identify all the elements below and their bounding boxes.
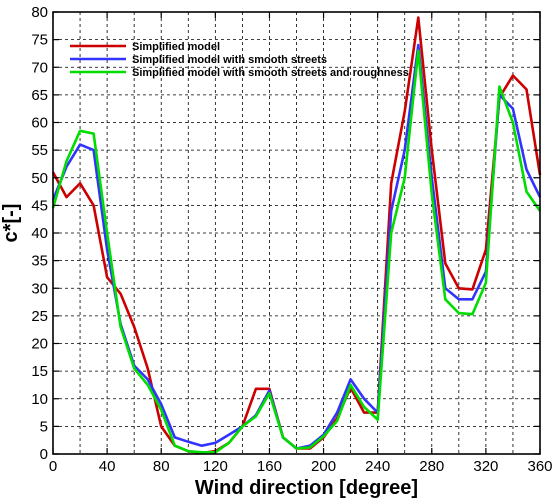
y-tick-label: 50 [31, 170, 48, 187]
y-tick-label: 70 [31, 59, 48, 76]
y-tick-label: 10 [31, 391, 48, 408]
y-tick-label: 40 [31, 225, 48, 242]
x-tick-label: 200 [311, 458, 336, 475]
x-tick-label: 160 [257, 458, 282, 475]
y-tick-label: 80 [31, 4, 48, 21]
y-tick-label: 0 [40, 446, 48, 463]
x-tick-label: 120 [203, 458, 228, 475]
x-tick-label: 40 [99, 458, 116, 475]
y-tick-label: 30 [31, 280, 48, 297]
y-axis-label: c*[-] [0, 204, 22, 243]
y-tick-label: 25 [31, 308, 48, 325]
x-tick-label: 240 [365, 458, 390, 475]
y-tick-label: 35 [31, 253, 48, 270]
legend-label-1: Simplified model [132, 41, 220, 53]
x-tick-label: 320 [473, 458, 498, 475]
y-tick-label: 45 [31, 197, 48, 214]
x-tick-label: 80 [153, 458, 170, 475]
x-tick-label: 360 [527, 458, 552, 475]
tick-labels: 0 40 80 120 160 200 240 280 320 360 0 5 10 15 20 25 30 35… [31, 4, 552, 475]
x-tick-label: 280 [419, 458, 444, 475]
y-tick-label: 75 [31, 32, 48, 49]
y-tick-label: 65 [31, 87, 48, 104]
legend-label-2: Simplified model with smooth streets [132, 54, 327, 66]
series-line-3 [51, 49, 542, 454]
x-tick-label: 0 [49, 458, 57, 475]
x-axis-label: Wind direction [degree] [195, 477, 418, 499]
y-tick-label: 15 [31, 363, 48, 380]
series-lines [51, 16, 542, 455]
y-tick-label: 55 [31, 142, 48, 159]
legend-label-3: Simplified model with smooth streets and… [132, 67, 409, 79]
y-tick-label: 5 [40, 418, 48, 435]
y-tick-label: 20 [31, 336, 48, 353]
axis-ticks [52, 11, 541, 455]
y-tick-label: 60 [31, 115, 48, 132]
